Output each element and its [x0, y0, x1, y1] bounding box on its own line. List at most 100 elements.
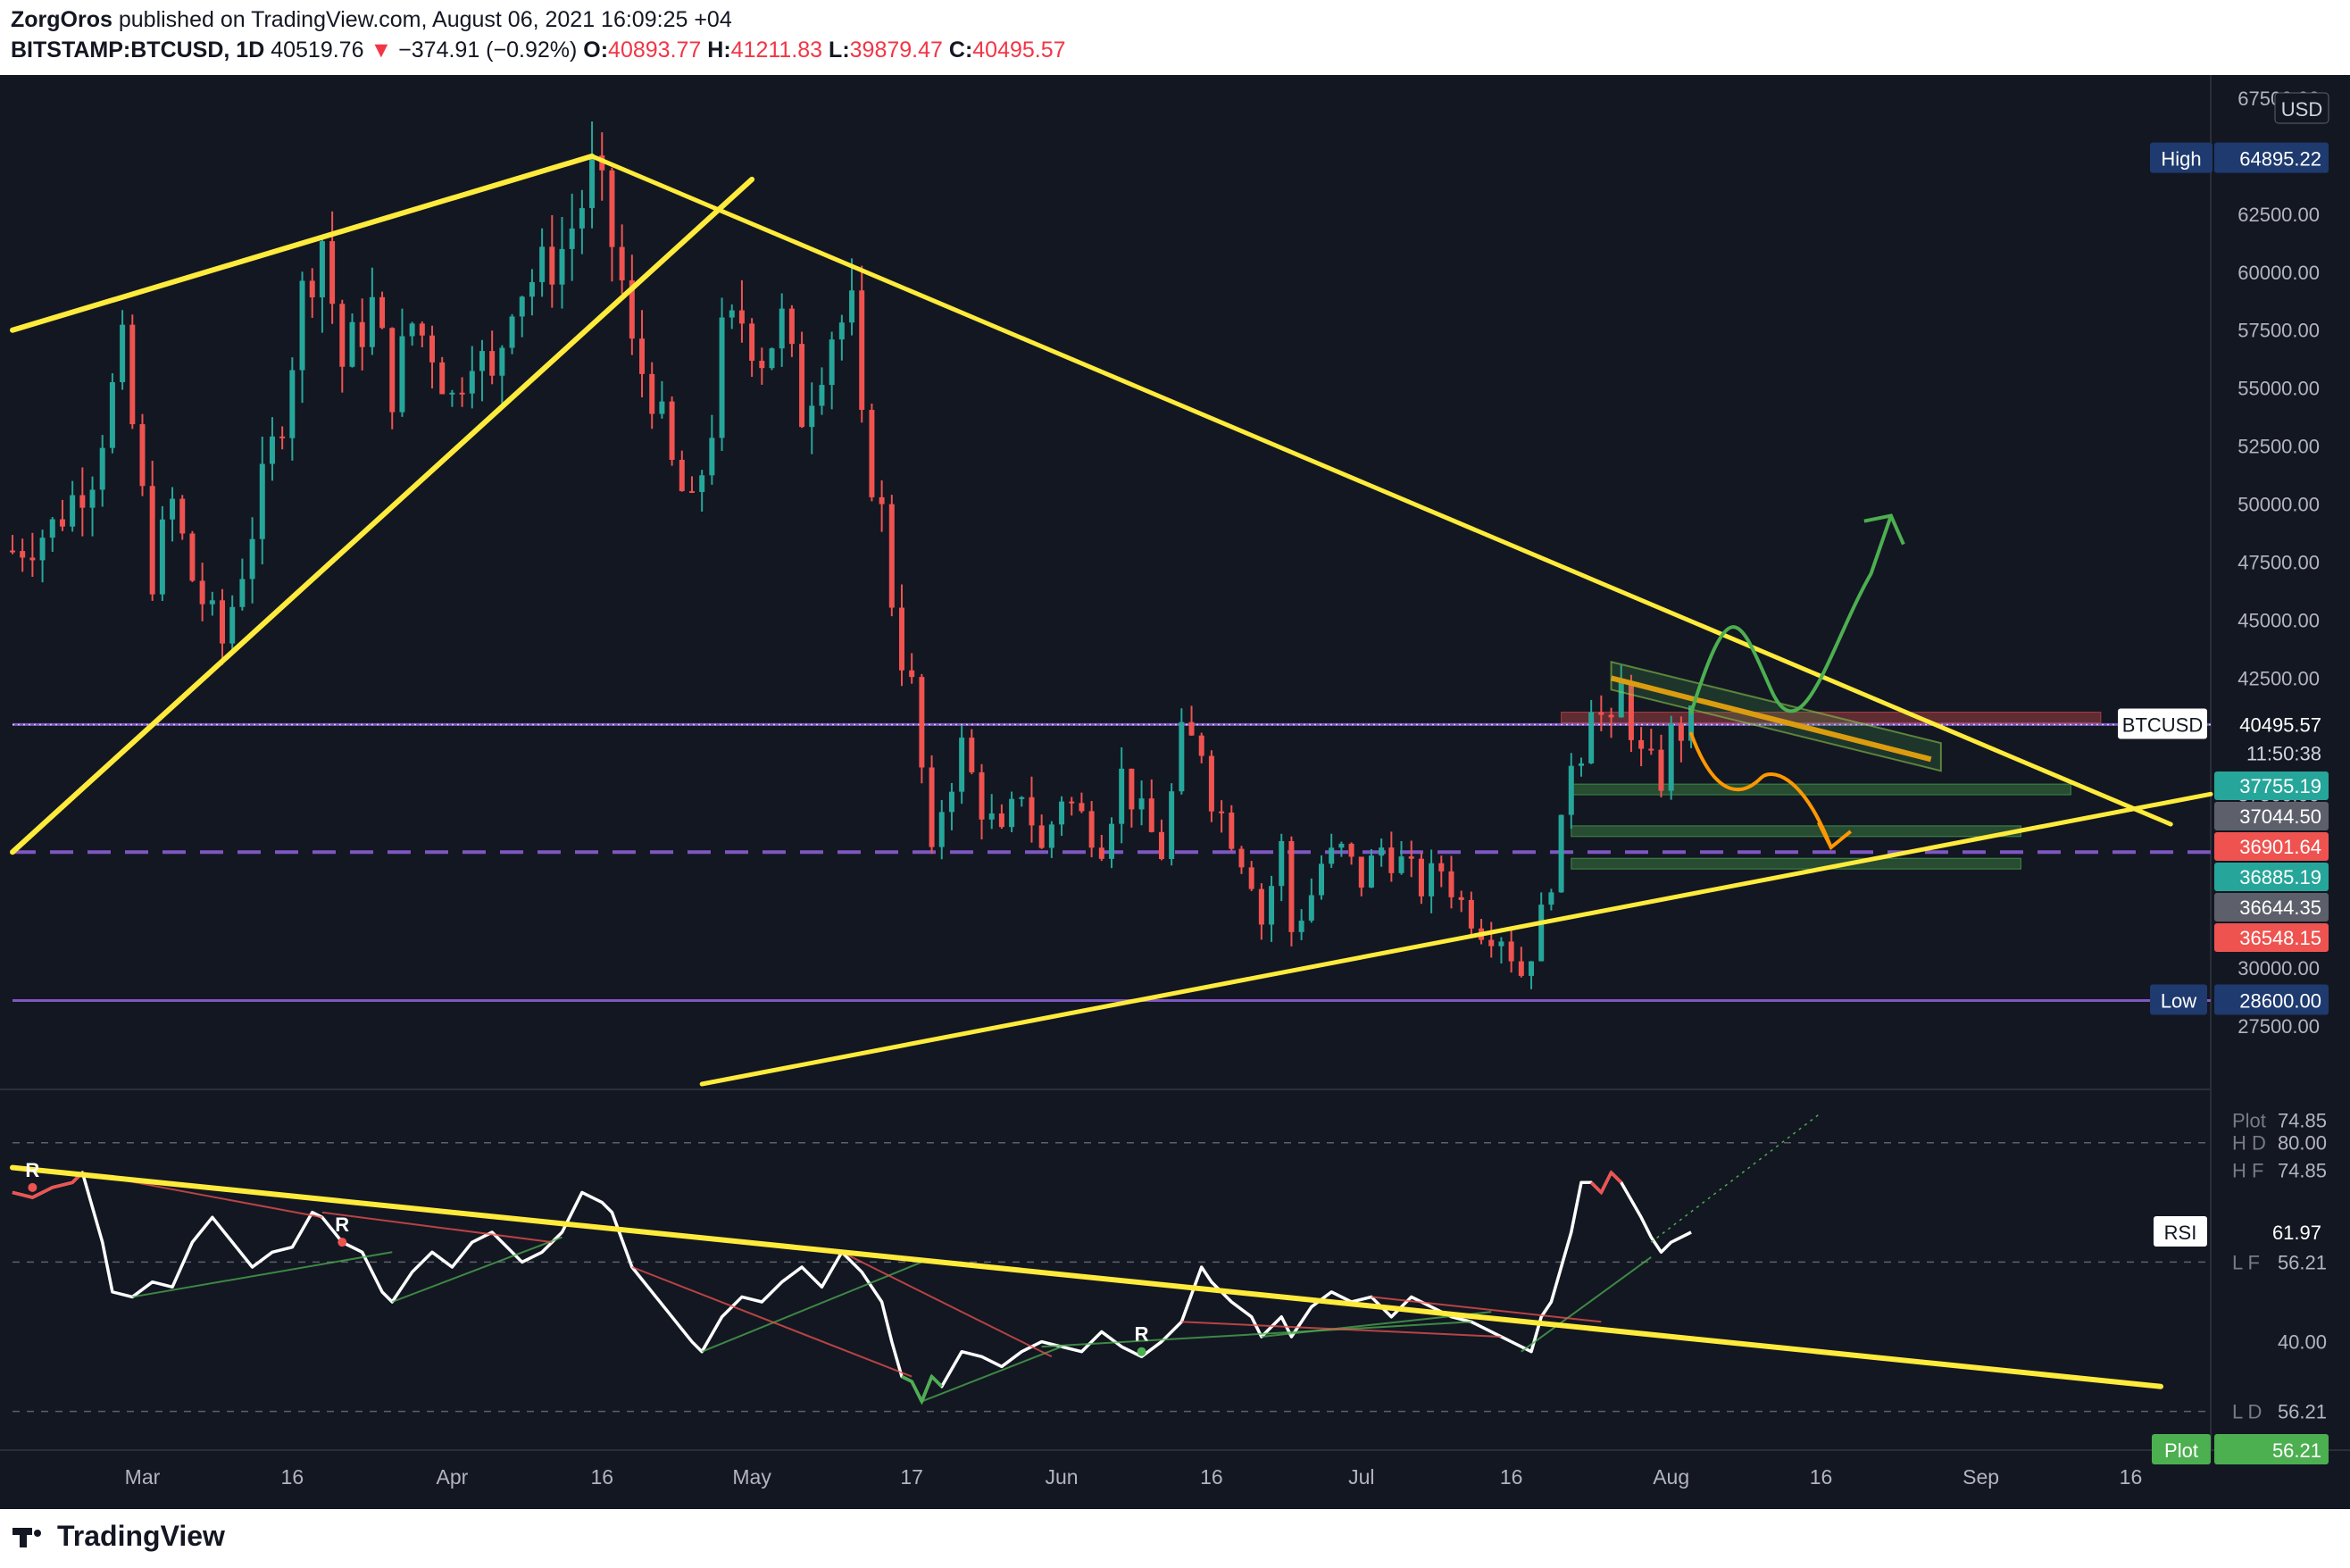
rsi-bearish-segment	[12, 1171, 84, 1199]
high-tag-value: 64895.22	[2239, 148, 2321, 171]
y-tick-label: 30000.00	[2238, 957, 2320, 980]
candle-body	[419, 323, 425, 336]
candle-body	[279, 436, 286, 438]
scenario-arrows[interactable]	[1689, 513, 1905, 851]
candle-body	[59, 519, 65, 527]
candle-body	[1279, 840, 1285, 887]
candle-body	[20, 551, 26, 558]
upper-wedge-trendline[interactable]	[10, 153, 596, 333]
candle-body	[948, 791, 954, 813]
bullish-scenario-arrow[interactable]	[1689, 513, 1893, 715]
x-tick-label: Aug	[1653, 1465, 1689, 1489]
candle-body	[49, 519, 55, 538]
candle-body	[688, 490, 695, 493]
candle-body	[1148, 798, 1154, 832]
candle-body	[669, 401, 675, 460]
rsi-tag-label-bg	[2154, 1216, 2207, 1247]
x-tick-label: Jul	[1348, 1465, 1374, 1489]
low-label: L:	[829, 38, 850, 63]
candle-body	[649, 373, 655, 414]
btc-tag-countdown-bg	[2214, 738, 2329, 768]
rsi-axis-value: 74.85	[2278, 1159, 2327, 1181]
rsi-divergence-line	[631, 1266, 912, 1378]
rising-support-trendline[interactable]	[10, 176, 755, 855]
candle-body	[1438, 863, 1445, 872]
support-zone[interactable]	[1571, 825, 2021, 838]
btc-tag-label: BTCUSD	[2122, 713, 2203, 736]
high-tag-value-bg	[2214, 142, 2329, 173]
symbol-name[interactable]: BITSTAMP:BTCUSD, 1D	[11, 38, 265, 63]
candle-body	[89, 489, 96, 508]
support-zone[interactable]	[1571, 857, 2021, 870]
candle-body	[1238, 848, 1245, 868]
rsi-tag-value-bg	[2214, 1216, 2329, 1247]
candle-body	[1398, 856, 1404, 873]
author-name[interactable]: ZorgOros	[11, 7, 112, 32]
candle-body	[749, 323, 755, 362]
candle-body	[759, 361, 765, 369]
candle-body	[199, 580, 205, 605]
candle-body	[1548, 892, 1554, 905]
candle-body	[259, 463, 265, 539]
x-tick-label: 17	[900, 1465, 923, 1489]
bearish-scenario-arrow[interactable]	[1689, 731, 1833, 850]
candle-body	[849, 290, 855, 323]
price-level-tag-bg	[2214, 923, 2329, 952]
x-tick-label: 16	[1200, 1465, 1223, 1489]
trendlines-layer[interactable]	[10, 153, 2213, 1087]
candle-body	[220, 600, 226, 644]
candle-body	[1558, 814, 1564, 893]
candle-body	[809, 405, 815, 428]
y-tick-label: 42500.00	[2238, 667, 2320, 689]
candle-body	[1488, 939, 1495, 947]
candle-body	[369, 296, 375, 347]
candle-body	[239, 579, 246, 607]
y-tick-label: 52500.00	[2238, 436, 2320, 458]
x-tick-label: 16	[1810, 1465, 1833, 1489]
btc-tag-countdown: 11:50:38	[2246, 742, 2321, 764]
rsi-descending-trendline[interactable]	[10, 1164, 2164, 1389]
candle-body	[569, 228, 575, 249]
time-axis[interactable]: Mar 16 Apr 16 May 17 Jun 16 Jul 16 Aug 16 Sep 16	[125, 1465, 2143, 1489]
candle-body	[1009, 798, 1015, 828]
rsi-projection-line	[1650, 1112, 1822, 1243]
candle-body	[1408, 856, 1414, 859]
rsi-axis-value: 80.00	[2278, 1132, 2327, 1155]
candle-body	[1129, 768, 1135, 810]
candle-body	[938, 812, 945, 847]
candle-body	[1588, 712, 1595, 763]
ohlc-line: BITSTAMP:BTCUSD, 1D 40519.76 ▼ −374.91 (…	[11, 38, 1066, 63]
close-label: C:	[948, 38, 973, 63]
chart-canvas[interactable]: RRR 27500.0030000.0032500.0035000.003750…	[0, 75, 2350, 1509]
candle-body	[269, 436, 275, 464]
candle-body	[1229, 812, 1235, 849]
tradingview-logo[interactable]: TradingView	[12, 1520, 225, 1553]
candle-body	[1498, 941, 1504, 947]
candle-body	[209, 600, 215, 605]
y-tick-label: 47500.00	[2238, 552, 2320, 574]
candle-body	[499, 347, 505, 376]
chart-area[interactable]: RRR 27500.0030000.0032500.0035000.003750…	[0, 75, 2350, 1509]
currency-button[interactable]	[2274, 92, 2329, 124]
candle-body	[1518, 961, 1524, 976]
descending-resistance-trendline[interactable]	[589, 154, 2173, 827]
y-tick-label: 60000.00	[2238, 262, 2320, 284]
plot-tag-value: 56.21	[2272, 1439, 2321, 1462]
support-zone[interactable]	[1571, 783, 2071, 796]
candle-body	[1138, 798, 1145, 810]
candle-body	[1198, 735, 1204, 756]
candle-body	[1319, 863, 1325, 896]
resistance-zone[interactable]	[1561, 712, 2102, 724]
breakout-channel-box[interactable]	[1610, 660, 1942, 772]
candle-body	[819, 385, 825, 406]
orange-trend-channel[interactable]	[1610, 675, 1932, 763]
candle-body	[189, 533, 196, 581]
btc-tag-label-bg	[2118, 708, 2207, 739]
long-term-support-trendline[interactable]	[699, 791, 2213, 1087]
candle-body	[1638, 739, 1645, 749]
candle-body	[1348, 843, 1354, 857]
candle-body	[1258, 888, 1264, 925]
candle-body	[639, 338, 646, 374]
candle-body	[70, 495, 76, 527]
candle-body	[1109, 823, 1114, 859]
